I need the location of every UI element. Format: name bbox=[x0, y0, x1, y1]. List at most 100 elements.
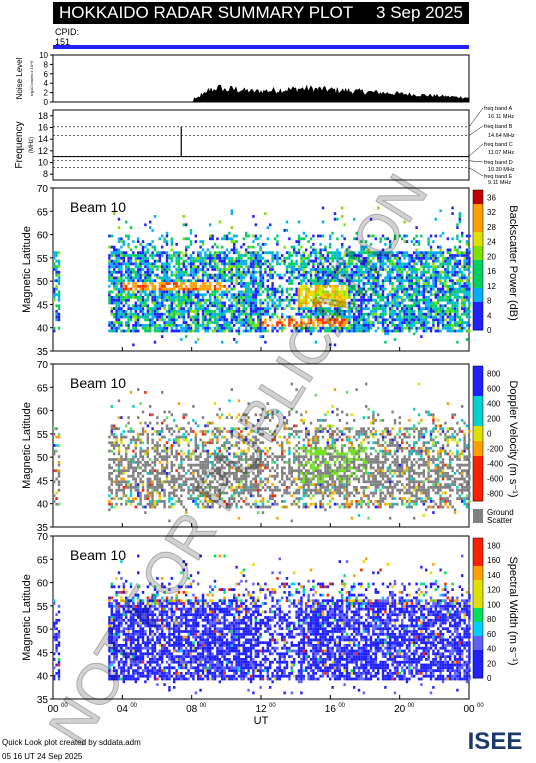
scatter-cell bbox=[175, 452, 178, 456]
scatter-cell bbox=[209, 488, 212, 492]
scatter-cell bbox=[156, 312, 159, 316]
scatter-cell bbox=[151, 270, 154, 274]
scatter-cell bbox=[259, 335, 262, 338]
scatter-cell bbox=[163, 455, 166, 459]
scatter-cell bbox=[170, 460, 173, 464]
scatter-cell bbox=[144, 223, 147, 227]
scatter-cell bbox=[259, 480, 262, 484]
scatter-cell bbox=[194, 310, 197, 313]
scatter-cell bbox=[235, 416, 238, 419]
scatter-cell bbox=[381, 321, 385, 324]
scatter-cell bbox=[199, 477, 202, 481]
freq-ylabel: Frequency bbox=[14, 121, 25, 168]
scatter-cell bbox=[415, 268, 418, 271]
scatter-cell bbox=[333, 293, 337, 297]
scatter-cell bbox=[216, 438, 219, 442]
scatter-cell bbox=[405, 276, 409, 280]
scatter-cell bbox=[213, 284, 217, 288]
scatter-cell bbox=[252, 298, 255, 302]
scatter-cell bbox=[57, 259, 61, 263]
scatter-cell bbox=[110, 480, 113, 484]
scatter-cell bbox=[408, 254, 411, 257]
scatter-cell bbox=[374, 265, 377, 269]
scatter-cell bbox=[458, 324, 461, 327]
scatter-cell bbox=[204, 444, 207, 447]
scatter-cell bbox=[185, 296, 188, 299]
scatter-cell bbox=[290, 502, 293, 506]
scatter-cell bbox=[165, 458, 169, 461]
scatter-cell bbox=[129, 463, 133, 467]
scatter-cell bbox=[149, 500, 152, 503]
scatter-cell bbox=[182, 296, 185, 299]
scatter-cell bbox=[290, 279, 293, 283]
scatter-cell bbox=[247, 488, 250, 492]
scatter-cell bbox=[259, 265, 262, 269]
scatter-cell bbox=[365, 304, 368, 308]
scatter-cell bbox=[185, 223, 188, 227]
scatter-cell bbox=[134, 326, 137, 330]
scatter-cell bbox=[281, 254, 284, 257]
scatter-cell bbox=[180, 268, 183, 271]
scatter-cell bbox=[441, 276, 445, 280]
scatter-cell bbox=[276, 243, 279, 246]
scatter-cell bbox=[125, 480, 128, 484]
scatter-cell bbox=[252, 483, 255, 486]
scatter-cell bbox=[281, 290, 284, 294]
scatter-cell bbox=[415, 273, 418, 277]
scatter-cell bbox=[180, 315, 183, 319]
scatter-cell bbox=[415, 248, 418, 252]
scatter-cell bbox=[396, 284, 399, 288]
scatter-cell bbox=[336, 304, 339, 308]
scatter-cell bbox=[374, 304, 377, 308]
scatter-cell bbox=[245, 321, 248, 324]
scatter-cell bbox=[211, 505, 214, 509]
scatter-cell bbox=[329, 262, 332, 266]
scatter-cell bbox=[417, 310, 421, 313]
scatter-cell bbox=[137, 474, 140, 478]
scatter-cell bbox=[413, 304, 416, 308]
scatter-cell bbox=[225, 505, 229, 509]
scatter-cell bbox=[197, 254, 200, 257]
scatter-cell bbox=[132, 497, 135, 500]
scatter-cell bbox=[441, 265, 445, 269]
scatter-cell bbox=[170, 326, 173, 330]
scatter-cell bbox=[127, 421, 130, 425]
scatter-cell bbox=[297, 463, 301, 467]
scatter-cell bbox=[247, 321, 250, 324]
scatter-cell bbox=[187, 262, 190, 266]
scatter-cell bbox=[197, 469, 200, 473]
scatter-cell bbox=[302, 259, 305, 263]
scatter-cell bbox=[53, 329, 56, 333]
scatter-cell bbox=[187, 310, 190, 313]
scatter-cell bbox=[213, 449, 217, 453]
scatter-cell bbox=[158, 304, 161, 308]
scatter-cell bbox=[449, 259, 452, 263]
scatter-cell bbox=[144, 391, 147, 394]
scatter-cell bbox=[182, 438, 185, 442]
scatter-cell bbox=[247, 491, 250, 495]
scatter-cell bbox=[153, 500, 157, 503]
scatter-cell bbox=[329, 245, 332, 249]
scatter-cell bbox=[204, 494, 207, 498]
scatter-cell bbox=[127, 474, 130, 478]
scatter-cell bbox=[333, 254, 337, 257]
scatter-cell bbox=[321, 276, 325, 280]
scatter-cell bbox=[350, 310, 353, 313]
scatter-cell bbox=[343, 301, 346, 305]
scatter-cell bbox=[324, 312, 327, 316]
scatter-cell bbox=[427, 251, 430, 255]
scatter-cell bbox=[439, 234, 442, 238]
scatter-cell bbox=[273, 500, 277, 503]
scatter-cell bbox=[117, 279, 121, 283]
scatter-cell bbox=[213, 318, 217, 322]
scatter-cell bbox=[374, 251, 377, 255]
scatter-cell bbox=[175, 480, 178, 484]
scatter-cell bbox=[57, 318, 61, 322]
scatter-cell bbox=[146, 307, 149, 310]
scatter-cell bbox=[415, 226, 418, 229]
scatter-cell bbox=[57, 463, 61, 467]
scatter-cell bbox=[389, 259, 392, 263]
scatter-cell bbox=[247, 463, 250, 467]
scatter-cell bbox=[117, 326, 121, 330]
scatter-cell bbox=[129, 391, 133, 394]
